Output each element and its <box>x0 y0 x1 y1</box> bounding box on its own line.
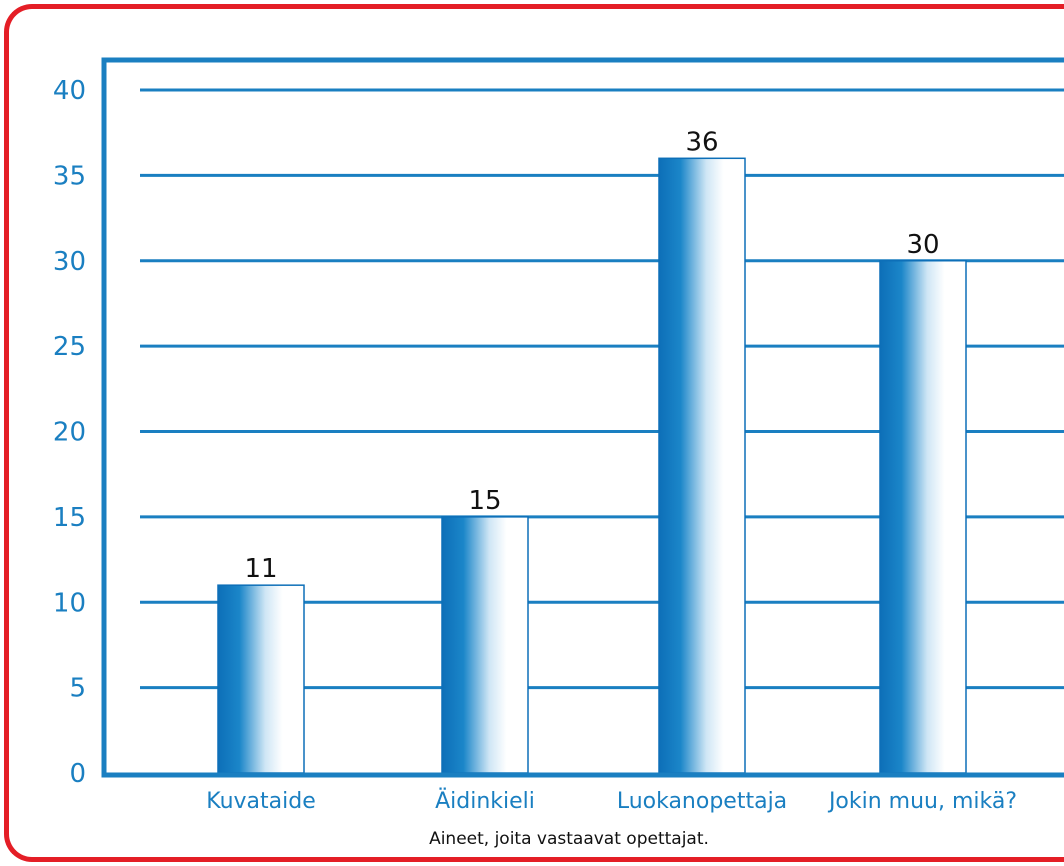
y-tick-label: 25 <box>53 332 86 362</box>
bar <box>217 584 305 774</box>
y-tick-label: 40 <box>53 76 86 106</box>
y-tick-label: 10 <box>53 588 86 618</box>
y-tick-label: 20 <box>53 418 86 448</box>
x-category-label: Luokanopettaja <box>617 789 787 814</box>
y-axis-ticks: 0 5 10 15 20 25 30 35 40 <box>53 76 86 789</box>
y-tick-label: 15 <box>53 503 86 533</box>
bars <box>217 157 967 774</box>
x-category-label: Äidinkieli <box>435 788 535 814</box>
data-labels: 11 15 36 30 <box>244 127 939 584</box>
data-label: 36 <box>685 127 718 157</box>
bar <box>658 157 746 774</box>
x-category-label: Jokin muu, mikä? <box>827 789 1017 814</box>
data-label: 30 <box>906 230 939 260</box>
plot-area-border <box>101 57 1064 778</box>
y-tick-label: 5 <box>69 674 86 704</box>
y-tick-label: 0 <box>69 759 86 789</box>
x-axis-categories: Kuvataide Äidinkieli Luokanopettaja Jokin m… <box>206 788 1017 814</box>
y-tick-label: 35 <box>53 161 86 191</box>
x-category-label: Kuvataide <box>206 789 316 814</box>
bar <box>441 516 529 774</box>
x-axis-title: Aineet, joita vastaavat opettajat. <box>429 829 709 849</box>
bar <box>879 260 967 774</box>
y-tick-label: 30 <box>53 247 86 277</box>
data-label: 15 <box>468 486 501 516</box>
data-label: 11 <box>244 554 277 584</box>
